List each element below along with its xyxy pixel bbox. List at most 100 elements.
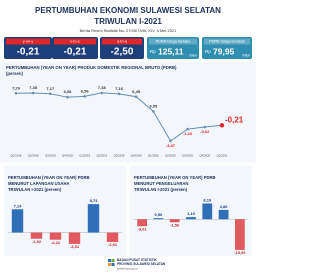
chart-subtitle: (persen) xyxy=(6,71,24,76)
x-tick-label: Q3/2019 xyxy=(114,154,125,158)
bar xyxy=(68,232,81,244)
point xyxy=(49,92,52,96)
x-tick-label: Q2/2018 xyxy=(28,154,39,158)
point xyxy=(134,95,138,99)
value-label: -1,10 xyxy=(183,131,193,136)
chart-title: TRIWULAN I-2021 (persen) xyxy=(8,187,62,192)
stat-unit: triliun xyxy=(189,53,197,57)
stat-label: q-to-q xyxy=(117,40,127,44)
value-label: -3,61 xyxy=(138,226,148,231)
value-label: 7,16 xyxy=(115,86,124,91)
value-label: 7,17 xyxy=(46,86,55,91)
point xyxy=(14,91,18,95)
value-label: -15,92 xyxy=(234,250,246,255)
logo xyxy=(108,259,115,266)
value-label: 3,05 xyxy=(149,103,158,108)
x-tick-label: Q1/2019 xyxy=(79,154,90,158)
title: PERTUMBUHAN EKONOMI SULAWESI SELATAN xyxy=(35,6,221,15)
bar xyxy=(202,203,213,220)
stat-tab xyxy=(54,38,96,45)
stat-label: y-on-y xyxy=(23,40,34,44)
chart-title: PERTUMBUHAN (YEAR ON YEAR) PDRB xyxy=(8,175,90,180)
point xyxy=(83,95,86,98)
point xyxy=(219,123,225,128)
value-label: 7,38 xyxy=(98,85,107,90)
stat-value: 125,11 xyxy=(158,46,184,56)
value-label: -2,22 xyxy=(51,240,61,245)
value-label: -0,21 xyxy=(225,115,244,124)
footer-org: PROVINSI SULAWESI SELATAN xyxy=(117,262,166,266)
stat-value: -2,50 xyxy=(111,47,134,58)
point xyxy=(169,139,172,143)
point xyxy=(66,95,69,99)
stat-value: -0,21 xyxy=(64,47,87,58)
x-tick-label: Q2/2020 xyxy=(165,154,176,158)
footer-org: BADAN PUSAT STATISTIK xyxy=(117,258,158,262)
bar xyxy=(234,219,245,250)
value-label: 8,73 xyxy=(90,198,99,203)
point xyxy=(31,91,35,95)
bar xyxy=(218,209,229,220)
value-label: 7,14 xyxy=(14,203,23,208)
value-label: -1,56 xyxy=(170,222,180,227)
line-panel xyxy=(0,62,256,162)
value-label: -2,91 xyxy=(108,242,118,247)
bar xyxy=(30,232,43,239)
x-tick-label: Q4/2020 xyxy=(199,154,210,158)
point xyxy=(203,125,207,129)
value-label: -0,62 xyxy=(200,129,210,134)
stat-tab xyxy=(6,38,50,45)
title: TRIWULAN I-2021 xyxy=(94,17,162,26)
x-tick-label: Q4/2018 xyxy=(62,154,73,158)
point xyxy=(100,91,104,95)
stat-tab xyxy=(102,38,142,45)
value-label: 1,10 xyxy=(187,211,196,216)
point xyxy=(186,127,189,131)
value-label: 7,35 xyxy=(29,85,38,90)
stat-box xyxy=(147,37,199,59)
bar xyxy=(106,232,119,242)
x-tick-label: Q1/2018 xyxy=(11,154,22,158)
x-tick-label: Q3/2018 xyxy=(45,154,56,158)
bar xyxy=(186,217,196,220)
x-tick-label: Q1/2021 xyxy=(217,154,228,158)
stat-tab xyxy=(204,38,250,45)
value-label: -1,92 xyxy=(32,239,42,244)
x-tick-label: Q2/2019 xyxy=(96,154,107,158)
stat-tab xyxy=(149,38,197,45)
value-label: 8,19 xyxy=(203,198,212,203)
value-label: 6,49 xyxy=(132,89,141,94)
footer-url: sulsel.bps.go.id xyxy=(117,266,138,270)
chart-title: PERTUMBUHAN (YEAR ON YEAR) PRODUK DOMEST… xyxy=(6,65,177,70)
stat-prefix: Rp xyxy=(205,49,211,54)
subtitle: Berita Resmi Statistik No. 27/05/73/th. … xyxy=(80,28,178,33)
value-label: 6,38 xyxy=(64,89,73,94)
stat-prefix: Rp xyxy=(150,49,156,54)
bar xyxy=(137,219,148,227)
chart-title: MENURUT LAPANGAN USAHA xyxy=(8,181,70,186)
point xyxy=(117,92,121,96)
value-label: -3,51 xyxy=(70,244,80,249)
right-panel xyxy=(130,166,252,256)
stat-box xyxy=(202,37,252,59)
bar xyxy=(153,218,164,220)
stat-unit: triliun xyxy=(242,53,250,57)
stat-value: 79,95 xyxy=(213,46,235,56)
x-tick-label: Q1/2020 xyxy=(148,154,159,158)
left-panel xyxy=(4,166,126,256)
chart-title: PERTUMBUHAN (YEAR ON YEAR) PDRB xyxy=(134,175,216,180)
value-label: 7,29 xyxy=(12,85,21,90)
infographic: PERTUMBUHAN EKONOMI SULAWESI SELATAN TRI… xyxy=(0,6,256,271)
value-label: 4,86 xyxy=(220,204,229,209)
value-label: -3,87 xyxy=(166,143,176,148)
x-tick-label: Q3/2020 xyxy=(182,154,193,158)
stat-label: c-to-c xyxy=(70,40,80,44)
bar xyxy=(11,209,24,233)
point xyxy=(152,110,155,113)
bar xyxy=(169,219,180,223)
x-tick-label: Q4/2019 xyxy=(131,154,142,158)
bar xyxy=(49,232,62,240)
chart-title: MENURUT PENGELUARAN xyxy=(134,181,188,186)
stat-value: -0,21 xyxy=(17,47,40,58)
stat-label: PDRB harga konstan xyxy=(209,40,245,44)
